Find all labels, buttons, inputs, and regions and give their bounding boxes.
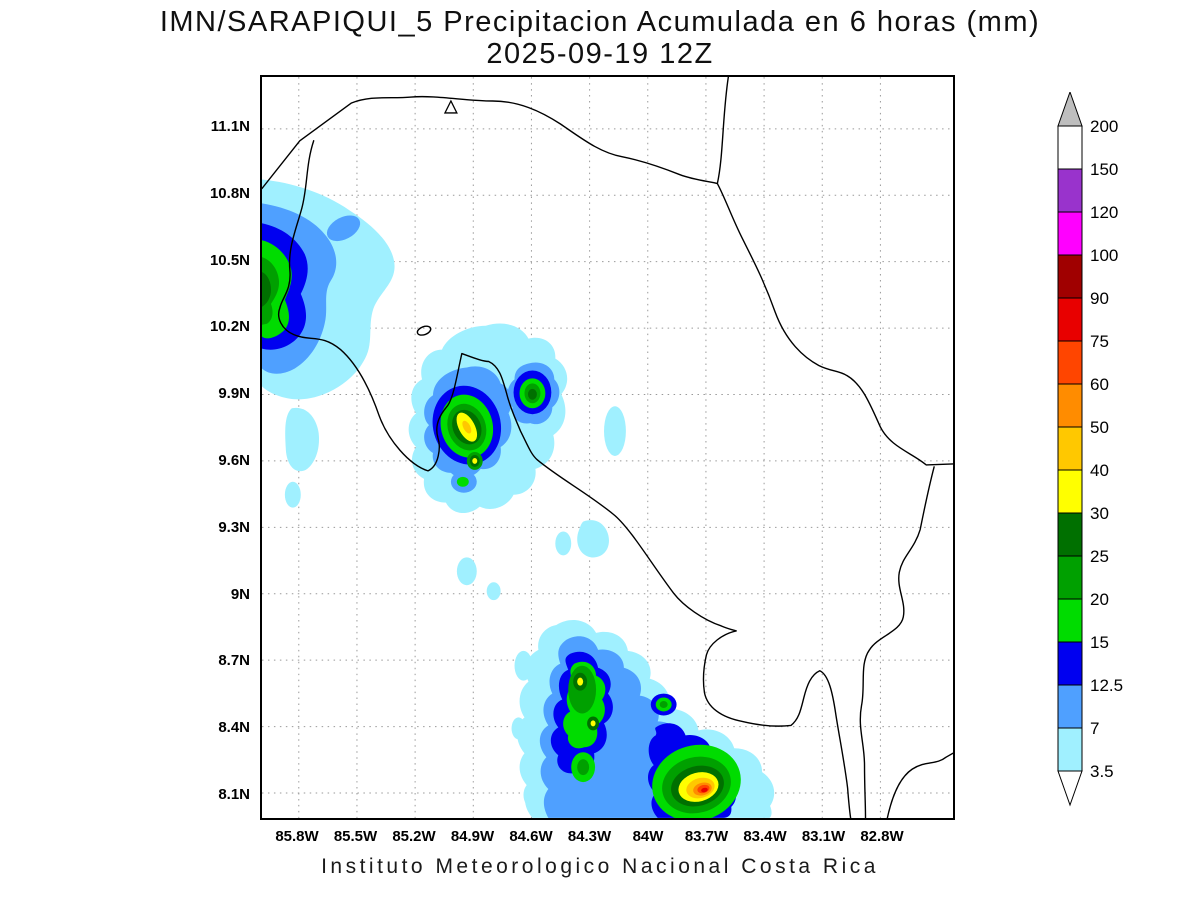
coastline-layer	[262, 77, 953, 818]
pacific-coast	[278, 140, 852, 818]
lat-tick-label: 11.1N	[210, 118, 250, 135]
precip-area-lv30	[590, 720, 596, 727]
lon-tick-label: 82.8W	[860, 828, 904, 845]
precip-area-lv3_5	[514, 650, 533, 681]
lat-tick-label: 10.5N	[209, 251, 250, 269]
panama-pacific-coast	[886, 752, 953, 818]
colorbar-segment	[1057, 727, 1083, 772]
colorbar-tick-label: 20	[1090, 590, 1109, 609]
precip-area-lv3_5	[577, 520, 609, 558]
map-plot-area	[260, 75, 955, 820]
colorbar-tick-label: 60	[1090, 375, 1109, 394]
lat-tick-label: 10.8N	[209, 184, 250, 202]
colorbar-tick-label: 50	[1090, 418, 1109, 437]
precip-area-lv3_5	[511, 717, 526, 740]
lat-tick-label: 10.2N	[209, 318, 250, 336]
colorbar-segment	[1057, 555, 1083, 600]
colorbar-tick-label: 120	[1090, 203, 1118, 222]
chart-title: IMN/SARAPIQUI_5 Precipitacion Acumulada …	[159, 6, 1041, 38]
lon-tick-label: 84W	[632, 828, 664, 845]
colorbar-tick-label: 3.5	[1090, 762, 1114, 781]
colorbar: 200 150 120 100 90 75 60 50 40 30 25 20 15 12.5 7 3.5	[1057, 92, 1123, 807]
precip-area-lv20	[659, 701, 668, 708]
precip-area-lv75	[701, 787, 708, 793]
colorbar-tick-label: 90	[1090, 289, 1109, 308]
gulf-island	[416, 325, 432, 336]
lon-tick-label: 83.1W	[801, 828, 846, 845]
colorbar-segment	[1057, 684, 1083, 729]
lon-tick-label: 85.8W	[275, 828, 319, 845]
lon-tick-label: 84.3W	[567, 828, 612, 845]
footer-text: Instituto Meteorologico Nacional Costa R…	[321, 855, 879, 878]
lat-tick-label: 9.3N	[218, 518, 250, 536]
precip-area-lv20	[577, 759, 590, 776]
island-triangle-marker	[443, 99, 458, 114]
lon-tick-label: 83.7W	[684, 828, 729, 845]
colorbar-top-arrow	[1057, 92, 1083, 127]
colorbar-segment	[1057, 426, 1083, 471]
precip-area-lv25	[262, 272, 271, 307]
colorbar-tick-label: 30	[1090, 504, 1109, 523]
lat-tick-label: 8.7N	[218, 652, 250, 670]
precip-area-lv3_5	[456, 557, 477, 586]
precip-area-lv30	[472, 457, 478, 464]
panama-border	[859, 466, 935, 818]
precip-area-lv15	[456, 476, 469, 487]
colorbar-segment	[1057, 641, 1083, 686]
colorbar-segment	[1057, 211, 1083, 256]
colorbar-tick-label: 200	[1090, 117, 1118, 136]
colorbar-tick-label: 15	[1090, 633, 1109, 652]
lat-tick-label: 9N	[230, 585, 250, 603]
colorbar-tick-label: 7	[1090, 719, 1099, 738]
chart-subtitle-date: 2025-09-19 12Z	[486, 38, 714, 70]
lon-tick-label: 83.4W	[743, 828, 787, 845]
lat-tick-label: 9.6N	[218, 452, 250, 469]
precip-area-lv7	[326, 215, 361, 242]
lat-tick-label: 8.1N	[218, 786, 250, 803]
lat-tick-label: 8.4N	[218, 719, 250, 737]
precip-area-lv3_5	[604, 406, 626, 456]
precip-area-lv3_5	[523, 782, 542, 808]
precip-area-lv3_5	[285, 407, 320, 472]
lon-tick-label: 84.6W	[509, 828, 553, 845]
precip-area-lv3_5	[284, 481, 301, 508]
precip-area-lv30	[577, 677, 584, 686]
colorbar-tick-label: 12.5	[1090, 676, 1123, 695]
lon-tick-label: 85.2W	[392, 828, 436, 845]
precip-area-lv25	[527, 388, 537, 400]
colorbar-segment	[1057, 254, 1083, 299]
precip-area-lv40	[462, 420, 472, 434]
nicaragua-caribbean-coast	[716, 77, 729, 185]
colorbar-segment	[1057, 125, 1083, 170]
lon-tick-label: 85.5W	[333, 828, 378, 845]
colorbar-tick-label: 150	[1090, 160, 1118, 179]
colorbar-bottom-arrow	[1057, 770, 1083, 807]
colorbar-tick-label: 40	[1090, 461, 1109, 480]
map-canvas	[262, 77, 953, 818]
colorbar-segment	[1057, 512, 1083, 557]
colorbar-segment	[1057, 297, 1083, 342]
colorbar-segment	[1057, 340, 1083, 385]
precip-area-lv3_5	[555, 531, 572, 556]
lon-tick-label: 84.9W	[450, 828, 495, 845]
colorbar-segment	[1057, 168, 1083, 213]
colorbar-segment	[1057, 598, 1083, 643]
precip-area-lv3_5	[486, 582, 501, 601]
colorbar-segment	[1057, 469, 1083, 514]
colorbar-tick-label: 75	[1090, 332, 1109, 351]
colorbar-tick-label: 25	[1090, 547, 1109, 566]
precip-shading-layer	[262, 179, 775, 818]
lat-tick-label: 9.9N	[218, 385, 250, 403]
colorbar-segment	[1057, 383, 1083, 428]
colorbar-tick-label: 100	[1090, 246, 1118, 265]
